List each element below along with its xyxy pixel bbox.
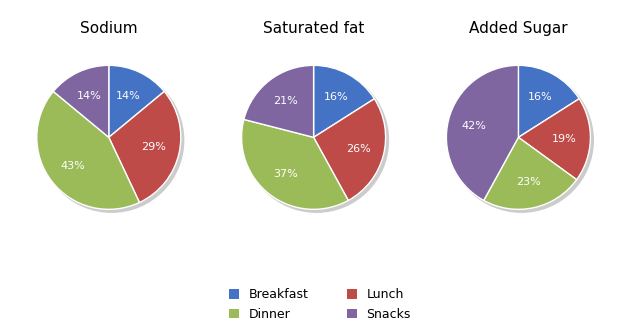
Text: 19%: 19% bbox=[552, 134, 577, 144]
Text: 16%: 16% bbox=[528, 92, 553, 102]
Text: 42%: 42% bbox=[461, 121, 486, 131]
Wedge shape bbox=[109, 65, 164, 137]
Wedge shape bbox=[244, 65, 314, 137]
Title: Saturated fat: Saturated fat bbox=[263, 21, 364, 36]
Legend: Breakfast, Dinner, Lunch, Snacks: Breakfast, Dinner, Lunch, Snacks bbox=[229, 288, 411, 321]
Text: 21%: 21% bbox=[273, 96, 298, 106]
Title: Added Sugar: Added Sugar bbox=[469, 21, 568, 36]
Text: 14%: 14% bbox=[116, 91, 141, 101]
Circle shape bbox=[449, 68, 593, 212]
Text: 29%: 29% bbox=[141, 142, 166, 152]
Text: 26%: 26% bbox=[346, 144, 371, 154]
Wedge shape bbox=[314, 99, 385, 200]
Wedge shape bbox=[53, 65, 109, 137]
Title: Sodium: Sodium bbox=[80, 21, 138, 36]
Wedge shape bbox=[484, 137, 577, 209]
Text: 37%: 37% bbox=[273, 169, 298, 179]
Wedge shape bbox=[109, 92, 180, 202]
Circle shape bbox=[40, 68, 184, 212]
Circle shape bbox=[244, 68, 388, 212]
Text: 14%: 14% bbox=[77, 91, 102, 101]
Wedge shape bbox=[314, 65, 374, 137]
Text: 16%: 16% bbox=[323, 92, 348, 102]
Wedge shape bbox=[242, 119, 348, 209]
Wedge shape bbox=[518, 99, 590, 180]
Text: 43%: 43% bbox=[60, 161, 84, 171]
Wedge shape bbox=[518, 65, 579, 137]
Wedge shape bbox=[37, 92, 140, 209]
Wedge shape bbox=[447, 65, 518, 200]
Text: 23%: 23% bbox=[516, 177, 541, 187]
